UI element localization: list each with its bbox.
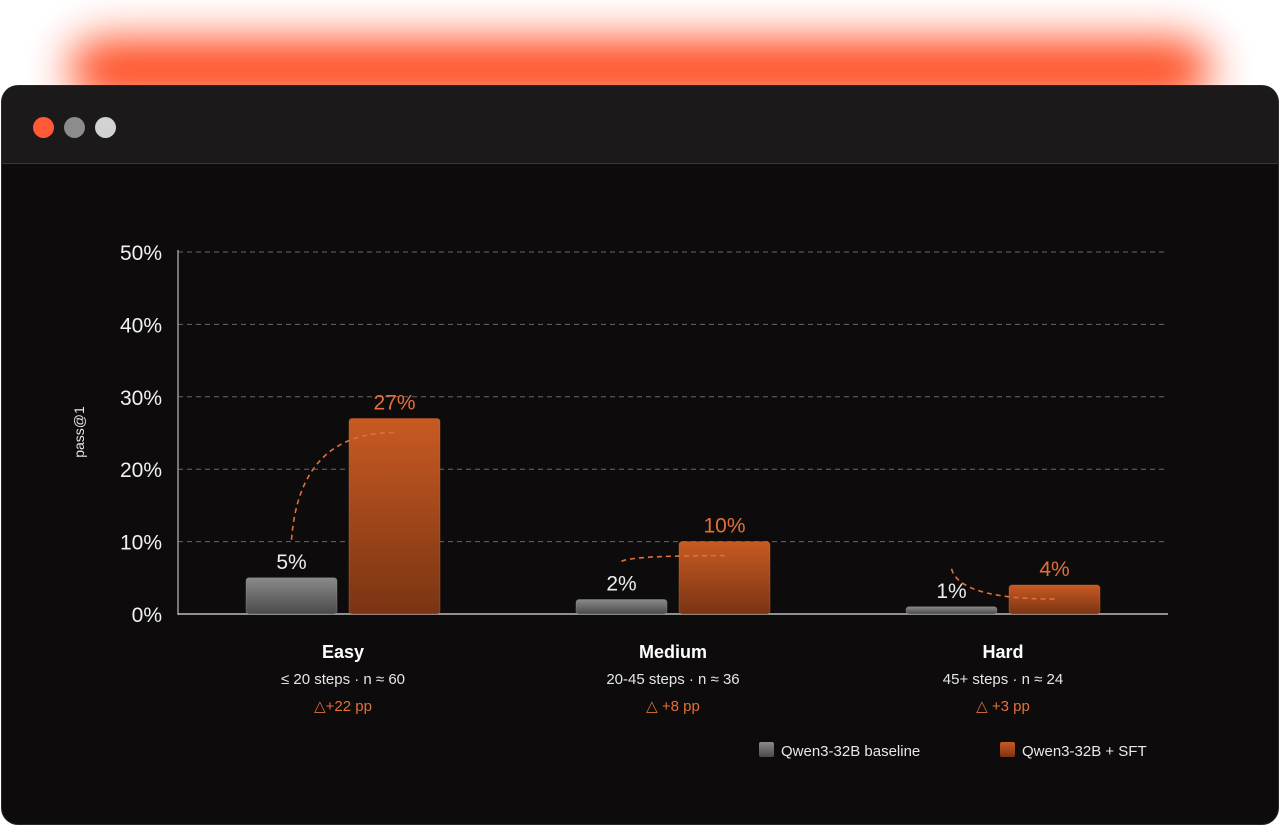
category-delta: △ +8 pp xyxy=(646,698,700,715)
bar-value-label: 1% xyxy=(936,580,966,603)
close-window-button[interactable] xyxy=(33,117,54,138)
y-tick-label: 0% xyxy=(132,604,162,627)
app-window: 0% 10% 20% 30% 40% 50% pass@1 5% 27% 2% 10% 1% 4% … xyxy=(2,86,1278,824)
category-subtitle: ≤ 20 steps · n ≈ 60 xyxy=(281,671,405,688)
delta-connector-arc xyxy=(621,554,725,563)
category-delta: △+22 pp xyxy=(314,698,372,715)
bar-chart: 0%10%20%30%40%50% pass@1 5%27%2%10%1%4% … xyxy=(71,242,1168,760)
legend-label: Qwen3-32B baseline xyxy=(781,743,920,760)
title-bar xyxy=(2,86,1278,164)
bar-value-label: 10% xyxy=(703,515,745,538)
category-label: Medium xyxy=(639,642,707,662)
category-subtitle: 45+ steps · n ≈ 24 xyxy=(943,671,1063,688)
legend-label: Qwen3-32B + SFT xyxy=(1022,743,1147,760)
delta-connector-arc xyxy=(290,431,395,540)
maximize-window-button[interactable] xyxy=(95,117,116,138)
y-tick-label: 30% xyxy=(120,387,162,410)
bar-medium-sft xyxy=(678,541,771,615)
category-delta: △ +3 pp xyxy=(976,698,1030,715)
bar-value-label: 2% xyxy=(606,573,636,596)
bar-easy-baseline xyxy=(245,577,338,615)
legend-swatch xyxy=(1000,742,1015,757)
y-tick-label: 10% xyxy=(120,532,162,555)
bar-value-label: 27% xyxy=(373,392,415,415)
y-tick-label: 50% xyxy=(120,242,162,265)
bar-hard-sft xyxy=(1008,584,1101,615)
bar-easy-sft xyxy=(348,418,441,615)
y-tick-label: 40% xyxy=(120,314,162,337)
bar-medium-baseline xyxy=(575,599,668,615)
y-tick-label: 20% xyxy=(120,459,162,482)
minimize-window-button[interactable] xyxy=(64,117,85,138)
delta-connector-arc xyxy=(950,568,1055,600)
category-label: Hard xyxy=(982,642,1023,662)
bar-value-label: 4% xyxy=(1039,558,1069,581)
y-axis-label: pass@1 xyxy=(71,406,87,458)
bar-hard-baseline xyxy=(905,606,998,615)
category-subtitle: 20-45 steps · n ≈ 36 xyxy=(606,671,739,688)
category-label: Easy xyxy=(322,642,364,662)
bar-value-label: 5% xyxy=(276,551,306,574)
legend-swatch xyxy=(759,742,774,757)
